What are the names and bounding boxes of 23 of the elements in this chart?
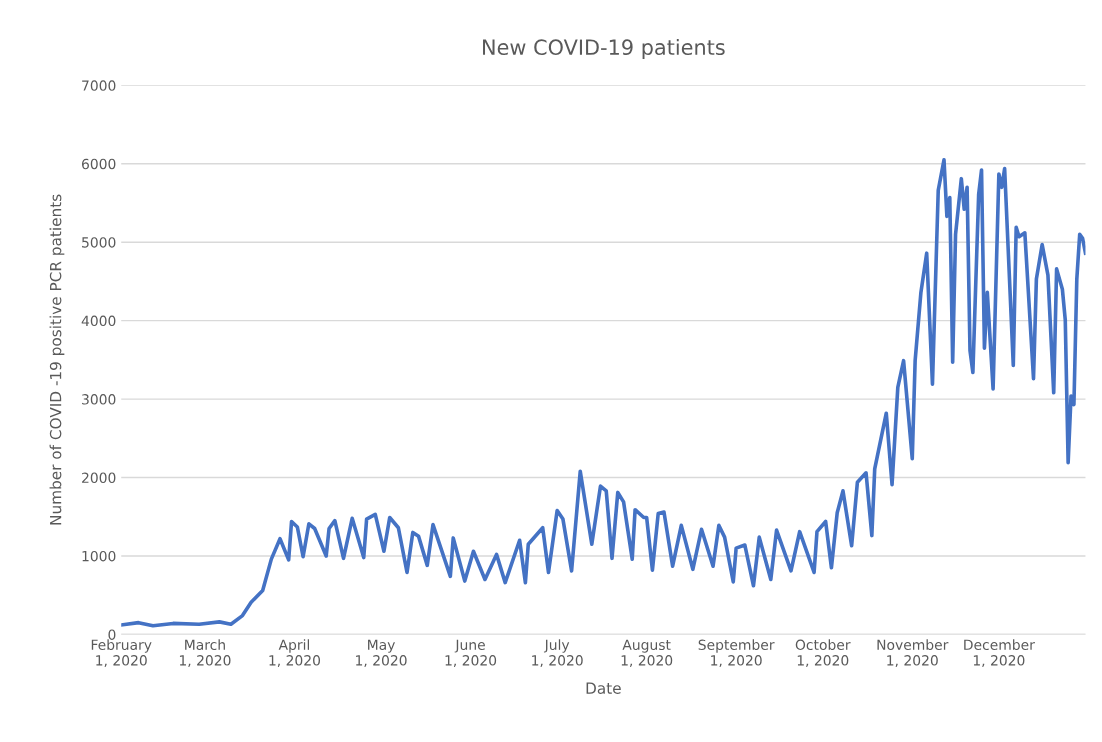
x-tick-label: March 1, 2020 xyxy=(179,639,231,667)
x-tick-label: February 1, 2020 xyxy=(91,639,152,667)
chart-title: New COVID-19 patients xyxy=(483,38,725,60)
y-tick-label: 3000 xyxy=(82,394,116,405)
y-tick-label: 4000 xyxy=(81,315,116,327)
x-tick-label: August 1, 2020 xyxy=(621,639,673,667)
y-axis-title: Number of COVID -19 positive PCR patients xyxy=(49,194,65,525)
y-tick-label: 5000 xyxy=(82,237,116,248)
x-tick-label: September 1, 2020 xyxy=(698,639,775,667)
x-tick-label: April 1, 2020 xyxy=(269,639,321,667)
x-tick-label: October 1, 2020 xyxy=(795,639,851,667)
x-axis-title: Date xyxy=(586,682,621,694)
x-tick-label: November 1, 2020 xyxy=(877,639,949,667)
x-tick-label: June 1, 2020 xyxy=(445,639,497,667)
x-tick-label: May 1, 2020 xyxy=(356,639,407,667)
y-tick-label: 6000 xyxy=(81,158,116,170)
line-series xyxy=(121,158,1086,628)
x-tick-label: December 1, 2020 xyxy=(964,639,1035,667)
x-tick-label: July 1, 2020 xyxy=(532,639,583,667)
y-tick-label: 0 xyxy=(108,629,116,640)
y-tick-label: 1000 xyxy=(82,550,116,562)
y-tick-label: 2000 xyxy=(82,472,116,483)
y-tick-label: 7000 xyxy=(82,80,116,91)
